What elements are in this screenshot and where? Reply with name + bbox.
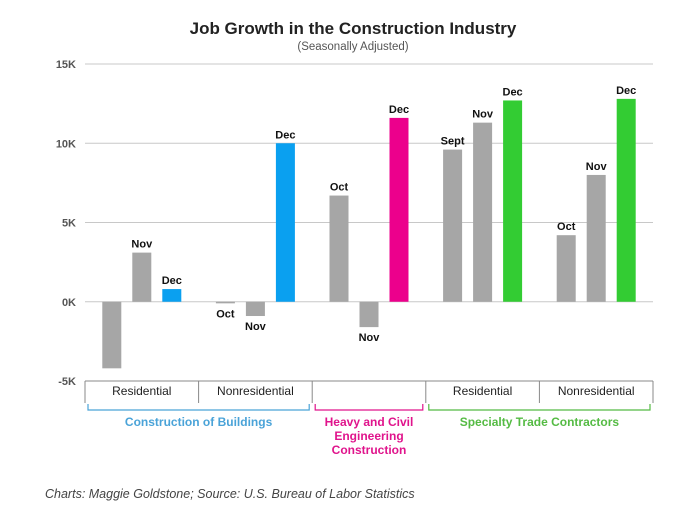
bar: [616, 98, 636, 302]
chart-title: Job Growth in the Construction Industry: [190, 19, 517, 38]
bar: [503, 100, 523, 302]
bar-label: Dec: [275, 129, 295, 141]
bar-label: Sept: [441, 136, 465, 148]
bar-label: Dec: [503, 86, 523, 98]
bar: [556, 235, 576, 302]
x-category-label: Nonresidential: [217, 384, 294, 398]
group-label: Engineering: [334, 429, 403, 443]
y-tick-label: 0K: [62, 297, 76, 309]
bar-label: Nov: [472, 109, 494, 121]
bar: [473, 122, 493, 302]
bar-label: Nov: [586, 161, 608, 173]
group-bracket: [87, 404, 310, 411]
bar-label: Nov: [245, 321, 267, 333]
bar: [215, 301, 235, 304]
x-axis: Residential Nonresidential Residential Nonr…: [84, 380, 654, 403]
y-tick-label: -5K: [58, 376, 76, 388]
group-label: Construction of Buildings: [125, 415, 273, 429]
bar-label: Dec: [389, 104, 409, 116]
x-category-label: Residential: [112, 384, 171, 398]
bar: [162, 289, 182, 302]
bar-label: Oct: [330, 182, 349, 194]
chart-subtitle: (Seasonally Adjusted): [297, 41, 408, 53]
bar: [245, 301, 265, 317]
group-label: Construction: [332, 443, 407, 457]
bar-label: Nov: [359, 332, 381, 344]
bar: [329, 195, 349, 302]
x-category-label: Nonresidential: [558, 384, 635, 398]
bar: [586, 174, 606, 302]
bar-label: Dec: [162, 275, 182, 287]
y-tick-label: 5K: [62, 218, 76, 230]
y-tick-label: 15K: [56, 59, 76, 71]
group-label: Specialty Trade Contractors: [460, 415, 620, 429]
bar-label: Oct: [557, 221, 576, 233]
bar-label: Oct: [216, 308, 235, 320]
x-category-label: Residential: [453, 384, 512, 398]
y-tick-label: 10K: [56, 138, 76, 150]
bars-layer: Nov Dec Oct Nov Dec Oct Nov Dec Sept Nov Dec Oct Nov…: [102, 85, 636, 369]
bar: [132, 252, 152, 302]
bar: [359, 301, 379, 328]
bar-label: Nov: [131, 239, 153, 251]
bar-label: Dec: [616, 85, 636, 97]
bar: [389, 117, 409, 302]
group-label: Heavy and Civil: [325, 415, 414, 429]
group-brackets: Construction of Buildings Heavy and Civil…: [87, 404, 651, 457]
bar: [275, 143, 295, 302]
chart-credit: Charts: Maggie Goldstone; Source: U.S. B…: [45, 487, 415, 501]
bar: [443, 149, 463, 302]
group-bracket: [428, 404, 651, 411]
bar: [102, 301, 122, 369]
group-bracket: [314, 404, 424, 411]
